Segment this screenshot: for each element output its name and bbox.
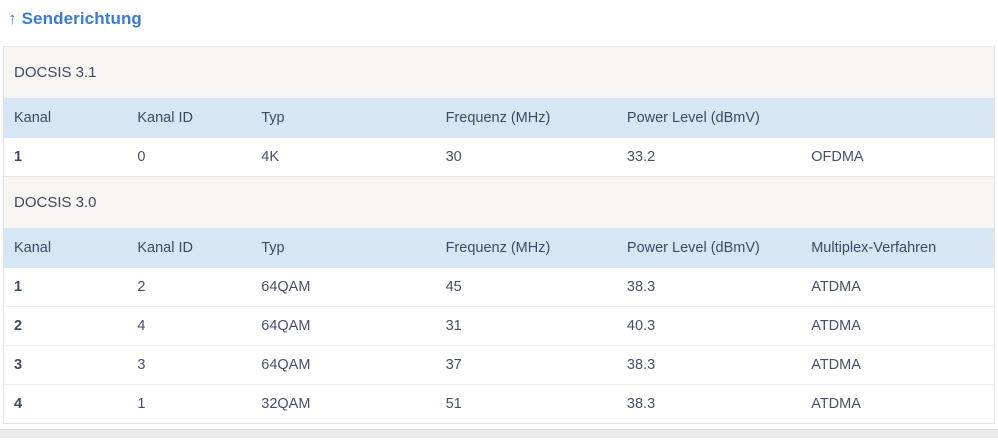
- table-row: 2 4 64QAM 31 40.3 ATDMA: [3, 306, 995, 346]
- table-cell: 4: [14, 396, 23, 412]
- section-header-row: DOCSIS 3.0: [3, 176, 995, 228]
- table-cell: 64QAM: [261, 278, 311, 295]
- table-cell: 3: [14, 357, 23, 373]
- table-cell: 40.3: [626, 318, 656, 334]
- table-cell: 2: [137, 278, 146, 295]
- table-cell: 32QAM: [261, 396, 311, 412]
- table-cell: 2: [14, 318, 23, 334]
- column-header-cell: Kanal: [14, 109, 52, 126]
- table-cell: 45: [445, 278, 462, 295]
- table-cell: ATDMA: [811, 357, 861, 373]
- table-cell: 33.2: [626, 148, 656, 165]
- table-cell: 37: [445, 357, 462, 373]
- section-title-label: Senderichtung: [21, 9, 142, 28]
- table-cell: 64QAM: [261, 357, 311, 373]
- table-cell: 31: [445, 318, 462, 334]
- table-cell: 4K: [261, 148, 279, 165]
- column-header-cell: Power Level (dBmV): [626, 109, 760, 126]
- column-header-cell: Multiplex-Verfahren: [811, 239, 937, 256]
- table-row: 4 1 32QAM 51 38.3 ATDMA: [3, 384, 995, 424]
- column-header-row: Kanal Kanal ID Typ Frequenz (MHz) Power Leve…: [3, 227, 995, 268]
- table-cell: 51: [445, 396, 462, 412]
- column-header-cell: Kanal: [14, 239, 52, 256]
- section-header-row: DOCSIS 3.1: [3, 46, 995, 98]
- table-row: 3 3 64QAM 37 38.3 ATDMA: [3, 345, 995, 385]
- table-cell: 38.3: [626, 357, 656, 373]
- column-header-cell: Frequenz (MHz): [445, 239, 551, 256]
- table-cell: 1: [137, 396, 146, 412]
- section-header-label: DOCSIS 3.0: [14, 193, 97, 211]
- table-cell: ATDMA: [811, 396, 861, 412]
- up-arrow-icon: ↑: [8, 9, 17, 28]
- column-header-cell: Kanal ID: [137, 239, 193, 256]
- table-cell: ATDMA: [811, 278, 861, 295]
- column-header-row: Kanal Kanal ID Typ Frequenz (MHz) Power Leve…: [3, 97, 995, 138]
- column-header-cell: Typ: [261, 109, 285, 126]
- upstream-channel-table: DOCSIS 3.1 Kanal Kanal ID Typ Frequenz (MHz)…: [3, 46, 995, 424]
- next-section-divider: [0, 429, 998, 438]
- table-cell: 3: [137, 357, 146, 373]
- table-cell: 30: [445, 148, 462, 165]
- table-cell: 1: [14, 278, 23, 295]
- table-cell: OFDMA: [811, 148, 864, 165]
- section-title-senderichtung[interactable]: ↑ Senderichtung: [8, 9, 142, 29]
- column-header-cell: Kanal ID: [137, 109, 193, 126]
- column-header-cell: Power Level (dBmV): [626, 239, 760, 256]
- column-header-cell: Frequenz (MHz): [445, 109, 551, 126]
- section-header-label: DOCSIS 3.1: [14, 63, 97, 81]
- channel-table-body: DOCSIS 3.1 Kanal Kanal ID Typ Frequenz (MHz)…: [3, 46, 995, 424]
- table-row: 1 0 4K 30 33.2 OFDMA: [3, 137, 995, 177]
- table-cell: 38.3: [626, 396, 656, 412]
- column-header-cell: Typ: [261, 239, 285, 256]
- table-cell: 64QAM: [261, 318, 311, 334]
- table-cell: 0: [137, 148, 146, 165]
- table-cell: ATDMA: [811, 318, 861, 334]
- table-cell: 1: [14, 148, 23, 165]
- table-cell: 38.3: [626, 278, 656, 295]
- column-header-cell: [801, 98, 994, 138]
- table-row: 1 2 64QAM 45 38.3 ATDMA: [3, 267, 995, 307]
- table-cell: 4: [137, 318, 146, 334]
